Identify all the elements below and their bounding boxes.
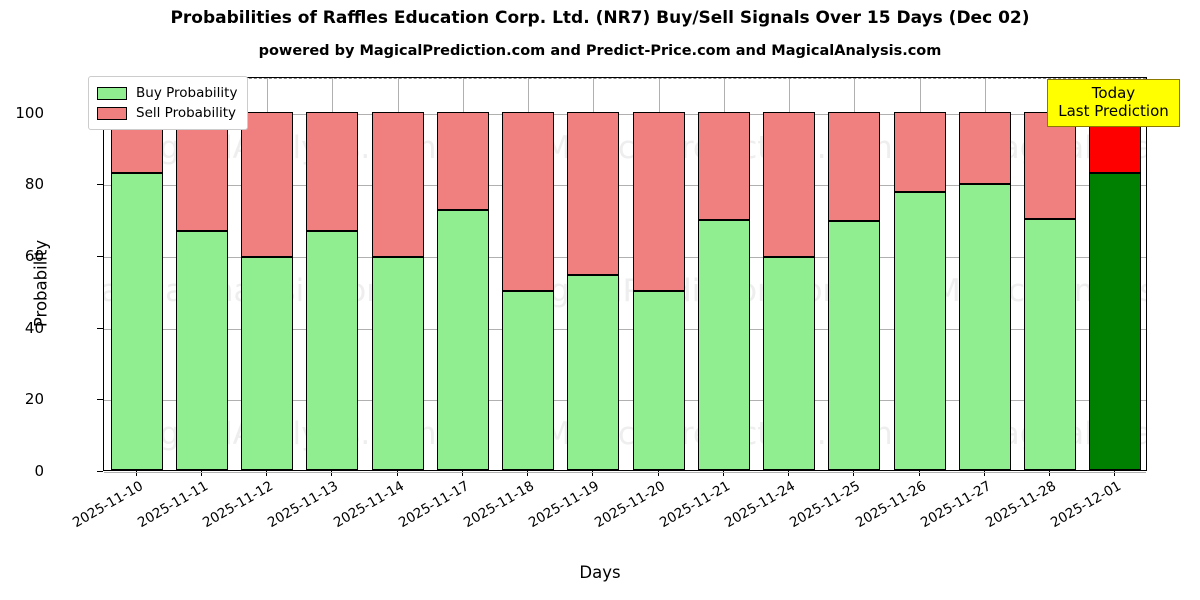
x-axis-label: Days	[579, 563, 621, 582]
bar-segment-buy[interactable]	[697, 219, 750, 470]
bar-segment-buy[interactable]	[958, 184, 1011, 470]
bar-group[interactable]	[958, 76, 1011, 470]
x-axis-tick-mark	[658, 471, 659, 476]
reference-line	[104, 78, 1146, 79]
bar-segment-sell[interactable]	[958, 111, 1011, 185]
x-axis-tick-mark	[527, 471, 528, 476]
bar-segment-sell[interactable]	[175, 111, 228, 232]
bar-segment-buy[interactable]	[502, 290, 555, 470]
bar-segment-buy[interactable]	[371, 256, 424, 470]
gridline-horizontal	[104, 113, 1146, 115]
bar-group[interactable]	[371, 76, 424, 470]
x-axis-tick-mark	[1114, 471, 1115, 476]
y-axis-label: Probability	[31, 239, 51, 328]
bar-segment-sell[interactable]	[241, 111, 294, 257]
today-annotation: Today Last Prediction	[1047, 79, 1180, 127]
chart-legend[interactable]: Buy Probability Sell Probability	[88, 76, 249, 130]
bar-group[interactable]	[436, 76, 489, 470]
bar-segment-buy[interactable]	[110, 172, 163, 470]
bar-segment-buy[interactable]	[306, 231, 359, 470]
y-axis-tick-mark	[97, 327, 103, 329]
bar-group[interactable]	[632, 76, 685, 470]
legend-label-buy: Buy Probability	[136, 85, 238, 101]
bar-segment-buy[interactable]	[828, 221, 881, 470]
legend-item-sell[interactable]: Sell Probability	[97, 103, 237, 123]
bar-group[interactable]	[828, 76, 881, 470]
gridline-horizontal	[104, 472, 1146, 473]
x-axis-tick-mark	[788, 471, 789, 476]
gridline-horizontal	[104, 400, 1146, 402]
legend-label-sell: Sell Probability	[136, 105, 237, 121]
y-axis-tick-label: 0	[34, 462, 44, 480]
bar-segment-buy[interactable]	[567, 274, 620, 470]
gridline-horizontal	[104, 257, 1146, 259]
gridline-horizontal	[104, 185, 1146, 187]
bar-group[interactable]	[697, 76, 750, 470]
page-title: Probabilities of Raffles Education Corp.…	[170, 8, 1030, 28]
bar-segment-sell[interactable]	[893, 111, 946, 193]
x-axis-tick-mark	[201, 471, 202, 476]
y-axis-tick-label: 80	[24, 175, 44, 194]
x-axis-tick-mark	[397, 471, 398, 476]
bar-segment-sell[interactable]	[632, 111, 685, 291]
x-axis-tick-mark	[331, 471, 332, 476]
x-axis-tick-mark	[266, 471, 267, 476]
bar-segment-buy[interactable]	[175, 231, 228, 470]
bar-segment-sell[interactable]	[436, 111, 489, 210]
x-axis-tick-mark	[1049, 471, 1050, 476]
bar-group[interactable]	[175, 76, 228, 470]
x-axis-tick-mark	[592, 471, 593, 476]
y-axis-tick-label: 100	[15, 103, 44, 122]
bar-series-container	[104, 78, 1146, 470]
bar-segment-buy[interactable]	[1024, 219, 1077, 470]
y-axis-tick-label: 60	[24, 247, 44, 266]
bar-segment-sell[interactable]	[828, 111, 881, 222]
today-annotation-line1: Today	[1091, 84, 1136, 102]
bar-segment-sell[interactable]	[502, 111, 555, 291]
today-annotation-line2: Last Prediction	[1058, 102, 1169, 121]
bar-segment-sell[interactable]	[371, 111, 424, 257]
x-axis-tick-mark	[984, 471, 985, 476]
bar-segment-sell[interactable]	[306, 111, 359, 232]
legend-item-buy[interactable]: Buy Probability	[97, 83, 237, 103]
x-axis-tick-mark	[136, 471, 137, 476]
bar-segment-buy[interactable]	[436, 209, 489, 470]
legend-swatch-sell	[97, 106, 127, 120]
y-axis-tick-label: 40	[24, 318, 44, 337]
x-axis-tick-mark	[723, 471, 724, 476]
chart-subtitle: powered by MagicalPrediction.com and Pre…	[258, 43, 942, 59]
bar-segment-buy[interactable]	[763, 256, 816, 470]
y-axis-tick-label: 20	[24, 390, 44, 409]
bar-group[interactable]	[1024, 76, 1077, 470]
bar-segment-sell[interactable]	[567, 111, 620, 275]
y-axis-tick-mark	[97, 471, 103, 472]
bar-group[interactable]	[1089, 76, 1142, 470]
bar-group[interactable]	[241, 76, 294, 470]
bar-group[interactable]	[110, 76, 163, 470]
bar-group[interactable]	[567, 76, 620, 470]
y-axis-tick-mark	[97, 399, 103, 401]
bar-group[interactable]	[502, 76, 555, 470]
y-axis-tick-mark	[97, 184, 103, 186]
plot-area: MagicalAnalysis.comMagicalPrediction.com…	[103, 77, 1147, 473]
bar-segment-buy[interactable]	[1089, 172, 1142, 470]
bar-group[interactable]	[763, 76, 816, 470]
bar-segment-sell[interactable]	[1024, 111, 1077, 220]
bar-segment-sell[interactable]	[697, 111, 750, 220]
bar-segment-buy[interactable]	[632, 290, 685, 470]
x-axis-tick-mark	[853, 471, 854, 476]
legend-swatch-buy	[97, 86, 127, 100]
y-axis-tick-mark	[97, 256, 103, 258]
bar-segment-sell[interactable]	[763, 111, 816, 257]
x-axis-tick-mark	[919, 471, 920, 476]
bar-segment-buy[interactable]	[893, 192, 946, 470]
bar-group[interactable]	[306, 76, 359, 470]
bar-segment-buy[interactable]	[241, 256, 294, 470]
gridline-horizontal	[104, 328, 1146, 330]
x-axis-tick-mark	[462, 471, 463, 476]
bar-group[interactable]	[893, 76, 946, 470]
